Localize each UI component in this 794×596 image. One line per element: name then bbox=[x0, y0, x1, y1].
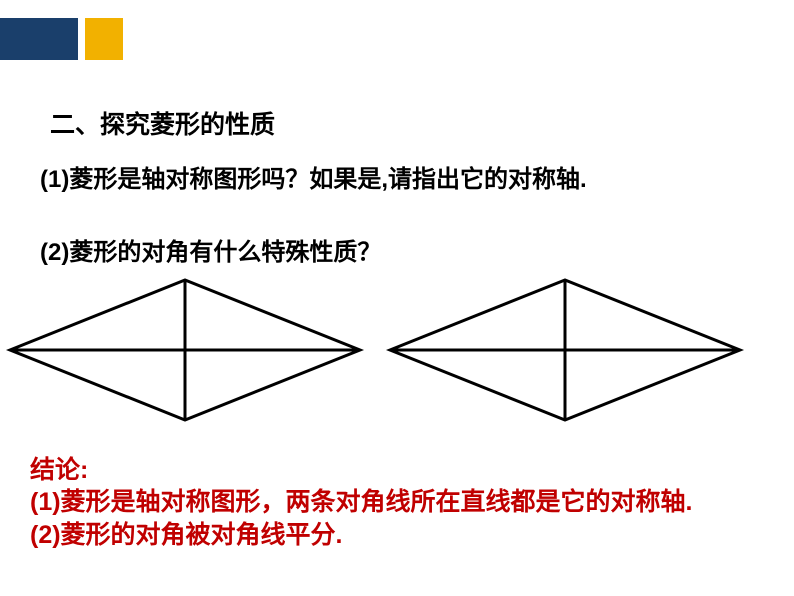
conclusion-2: (2)菱形的对角被对角线平分. bbox=[30, 519, 774, 552]
conclusion-block: 结论: (1)菱形是轴对称图形，两条对角线所在直线都是它的对称轴. (2)菱形的… bbox=[30, 450, 774, 551]
content-area: 二、探究菱形的性质 (1)菱形是轴对称图形吗？如果是,请指出它的对称轴. (2)… bbox=[40, 105, 764, 283]
section-heading: 二、探究菱形的性质 bbox=[50, 105, 764, 141]
rhombus-diagrams bbox=[0, 260, 794, 440]
conclusion-1: (1)菱形是轴对称图形，两条对角线所在直线都是它的对称轴. bbox=[30, 486, 774, 519]
question-1: (1)菱形是轴对称图形吗？如果是,请指出它的对称轴. bbox=[40, 161, 764, 199]
corner-blue-block bbox=[0, 18, 78, 60]
conclusion-title: 结论: bbox=[30, 450, 774, 486]
rhombus-svg bbox=[0, 260, 794, 440]
corner-yellow-block bbox=[85, 18, 123, 60]
